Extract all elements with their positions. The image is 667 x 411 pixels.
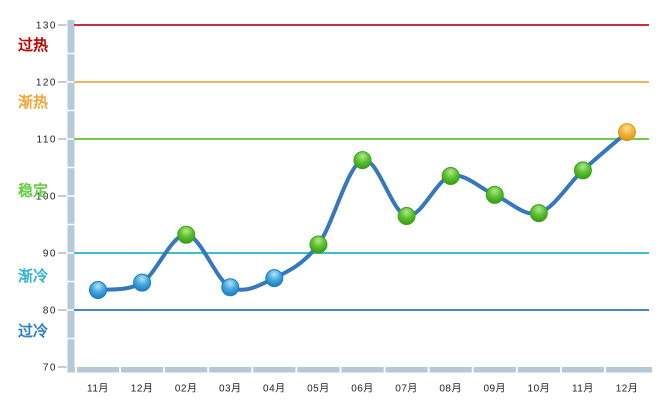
x-axis-category-label: 08月 [439,383,462,395]
data-point-marker[interactable] [177,225,196,244]
zone-label-3: 渐冷 [18,267,48,285]
y-axis-segment-gap [67,138,75,140]
y-axis-segment-gap [67,195,75,197]
y-axis-tick-label: 120 [36,78,57,89]
y-axis-segment-gap [67,309,75,311]
y-axis-segment-gap [67,337,75,340]
data-point-marker[interactable] [89,281,107,300]
x-axis-segment-gap [604,366,606,373]
y-axis-tick-label: 100 [36,192,57,203]
x-axis-segment-gap [251,366,254,373]
data-point-marker[interactable] [485,185,504,204]
data-point-marker[interactable] [618,123,636,142]
zone-label-0: 过热 [18,36,48,54]
x-axis-bar [67,367,652,373]
x-axis-category-label: 09月 [483,383,506,395]
x-axis-segment-gap [339,366,342,373]
data-point-marker[interactable] [221,278,240,297]
zone-label-1: 渐热 [18,93,48,111]
x-axis-segment-gap [75,366,77,373]
x-axis-segment-gap [427,366,430,373]
zone-label-4: 过冷 [18,322,48,340]
y-axis-segment-gap [67,223,75,226]
data-point-marker[interactable] [573,161,592,180]
y-axis-tick-label: 130 [36,21,57,32]
y-axis-segment-gap [67,166,75,169]
y-axis-tick-label: 90 [43,249,57,260]
x-axis-category-label: 04月 [263,383,286,395]
y-axis-tick-label: 80 [43,306,57,317]
y-axis-segment-gap [67,280,75,283]
x-axis-category-label: 11月 [572,383,594,395]
x-axis-category-label: 07月 [395,383,418,395]
x-axis-segment-gap [163,366,166,373]
y-axis-segment-gap [67,81,75,83]
x-axis-segment-gap [471,366,474,373]
x-axis-category-label: 10月 [528,383,551,395]
data-point-marker[interactable] [353,151,372,170]
x-axis-segment-gap [383,366,386,373]
y-axis-tick-label: 70 [43,363,57,374]
data-point-marker[interactable] [441,167,460,186]
x-axis-category-label: 11月 [87,383,109,395]
zone-label-2: 稳定 [18,181,48,199]
y-axis-segment-gap [67,52,75,55]
data-point-marker[interactable] [133,273,152,292]
x-axis-category-label: 12月 [616,383,639,395]
x-axis-category-label: 05月 [307,383,330,395]
data-point-marker[interactable] [309,235,328,254]
data-point-marker[interactable] [265,269,284,288]
data-point-marker[interactable] [397,206,416,225]
y-axis-segment-gap [67,252,75,254]
x-axis-segment-gap [207,366,210,373]
x-axis-category-label: 06月 [351,383,374,395]
x-axis-category-label: 02月 [175,383,198,395]
y-axis-segment-gap [67,109,75,112]
y-axis-tick-label: 110 [37,135,57,146]
x-axis-segment-gap [295,366,298,373]
x-axis-segment-gap [515,366,518,373]
x-axis-segment-gap [559,366,562,373]
x-axis-category-label: 03月 [219,383,242,395]
data-point-marker[interactable] [529,204,548,223]
x-axis-category-label: 12月 [131,383,154,395]
x-axis-segment-gap [119,366,121,373]
